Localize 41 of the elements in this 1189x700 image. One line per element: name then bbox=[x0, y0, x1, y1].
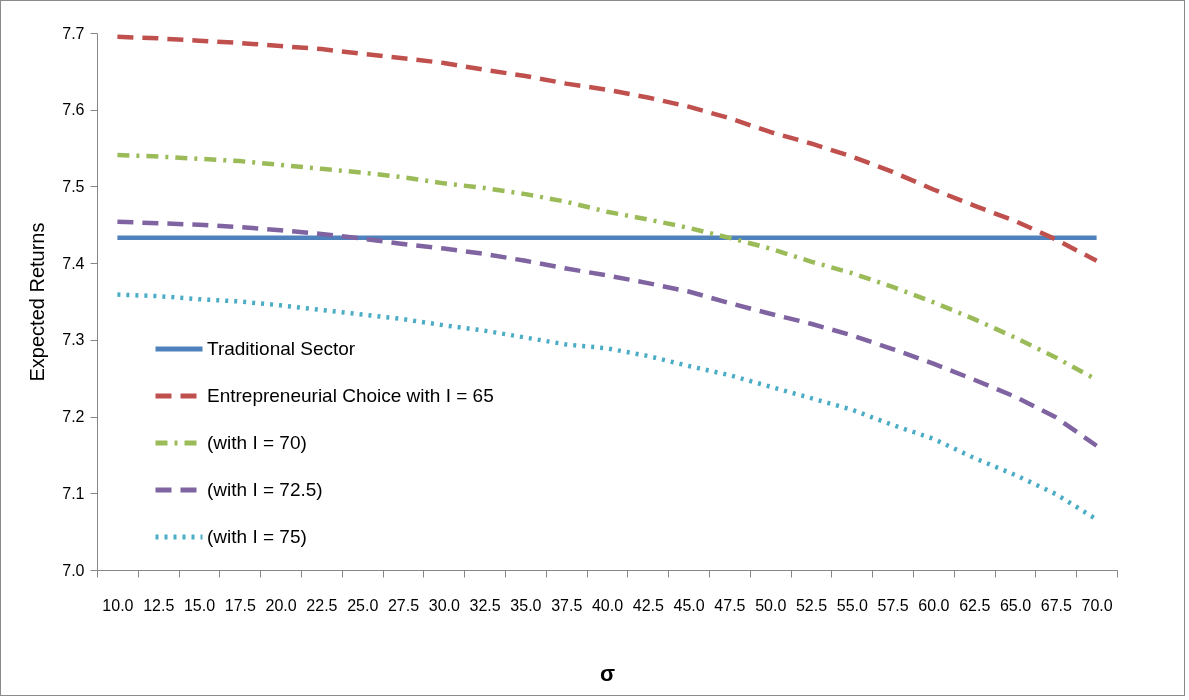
legend-label: (with I = 72.5) bbox=[207, 479, 323, 500]
legend-label: Entrepreneurial Choice with I = 65 bbox=[207, 385, 494, 406]
y-tick-label: 7.2 bbox=[62, 408, 85, 426]
x-tick-label: 42.5 bbox=[632, 596, 664, 614]
x-tick-label: 57.5 bbox=[877, 596, 909, 614]
y-tick-label: 7.6 bbox=[62, 101, 85, 119]
x-tick-label: 27.5 bbox=[387, 596, 420, 614]
x-tick-label: 55.0 bbox=[836, 596, 868, 614]
x-tick-label: 52.5 bbox=[795, 596, 828, 614]
y-tick-label: 7.7 bbox=[62, 24, 85, 42]
x-tick-label: 67.5 bbox=[1040, 596, 1072, 614]
x-tick-label: 30.0 bbox=[428, 596, 460, 614]
x-tick-label: 45.0 bbox=[673, 596, 705, 614]
x-tick-label: 22.5 bbox=[306, 596, 338, 614]
x-tick-label: 20.0 bbox=[265, 596, 297, 614]
x-tick-label: 12.5 bbox=[143, 596, 175, 614]
x-tick-label: 17.5 bbox=[224, 596, 256, 614]
x-tick-label: 70.0 bbox=[1081, 596, 1113, 614]
y-tick-label: 7.0 bbox=[62, 561, 85, 579]
x-tick-label: 40.0 bbox=[591, 596, 624, 614]
x-tick-label: 37.5 bbox=[551, 596, 583, 614]
x-tick-label: 25.0 bbox=[347, 596, 379, 614]
x-tick-label: 65.0 bbox=[999, 596, 1032, 614]
line-series bbox=[115, 34, 1099, 264]
x-tick-label: 10.0 bbox=[102, 596, 134, 614]
y-axis-title: Expected Returns bbox=[26, 222, 49, 382]
x-tick-label: 62.5 bbox=[959, 596, 991, 614]
x-tick-label: 32.5 bbox=[469, 596, 501, 614]
x-tick-label: 47.5 bbox=[714, 596, 746, 614]
x-tick-label: 60.0 bbox=[918, 596, 950, 614]
legend-label: (with I = 75) bbox=[207, 526, 307, 547]
y-tick-label: 7.5 bbox=[62, 177, 85, 195]
y-tick-label: 7.1 bbox=[62, 484, 85, 502]
legend-label: (with I = 70) bbox=[207, 432, 307, 453]
x-tick-label: 15.0 bbox=[183, 596, 216, 614]
x-axis-title: σ bbox=[599, 660, 616, 686]
x-tick-label: 50.0 bbox=[755, 596, 787, 614]
y-tick-label: 7.4 bbox=[62, 254, 85, 272]
x-tick-label: 35.0 bbox=[510, 596, 542, 614]
y-tick-label: 7.3 bbox=[62, 331, 85, 349]
legend-label: Traditional Sector bbox=[207, 338, 356, 359]
